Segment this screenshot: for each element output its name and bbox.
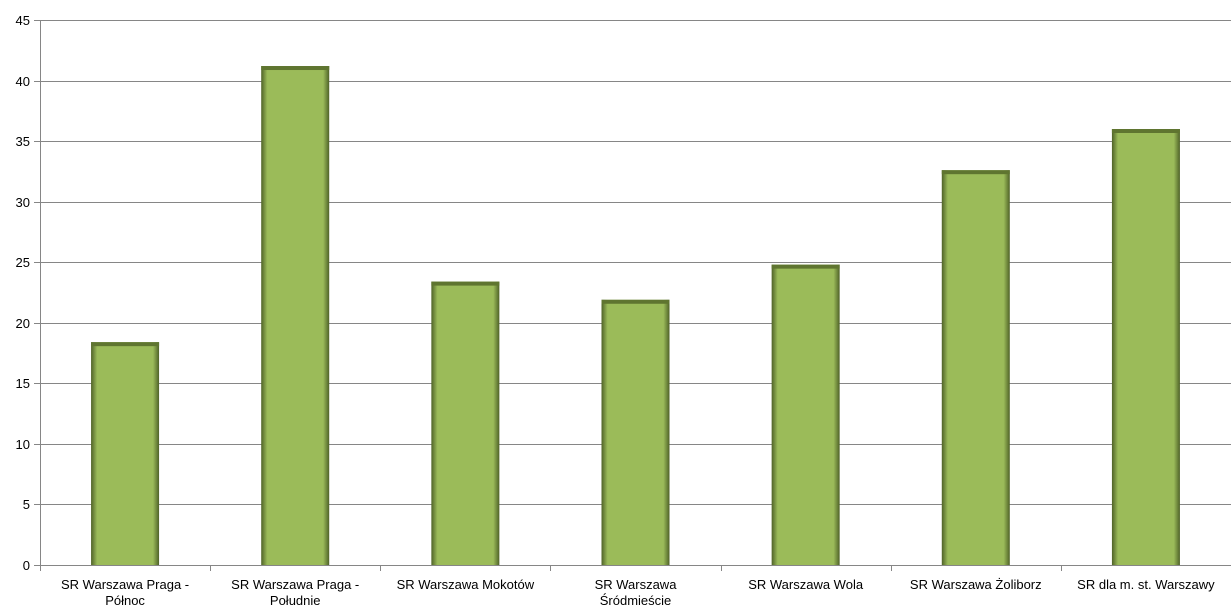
x-category-label: SR Warszawa Śródmieście [595, 577, 678, 608]
x-category-label-line: SR Warszawa Mokotów [397, 577, 535, 592]
bar-top-edge [941, 170, 1010, 175]
y-tick-label: 30 [16, 195, 30, 210]
bar-body [941, 170, 1010, 565]
bar [601, 299, 670, 565]
y-tick-label: 20 [16, 316, 30, 331]
bar-top-edge [601, 299, 670, 304]
x-category-label: SR Warszawa Żoliborz [910, 577, 1042, 592]
x-category-label: SR Warszawa Wola [748, 577, 864, 592]
x-category-label-line: SR dla m. st. Warszawy [1077, 577, 1215, 592]
bar-body [91, 342, 160, 565]
bar-body [431, 281, 500, 565]
bar [1111, 129, 1180, 565]
y-tick-label: 15 [16, 376, 30, 391]
bar [431, 281, 500, 565]
bars [91, 66, 1180, 566]
bar-top-edge [261, 66, 330, 71]
bar-top-edge [91, 342, 160, 347]
bar-body [1111, 129, 1180, 565]
x-category-label: SR dla m. st. Warszawy [1077, 577, 1215, 592]
x-category-label: SR Warszawa Praga -Północ [61, 577, 189, 608]
bar [261, 66, 330, 566]
y-tick-label: 40 [16, 74, 30, 89]
bar [771, 264, 840, 565]
x-category-label-line: SR Warszawa Wola [748, 577, 864, 592]
gridlines [40, 20, 1231, 505]
bar [91, 342, 160, 565]
x-category-label-line: SR Warszawa [595, 577, 678, 592]
x-category-label: SR Warszawa Praga -Południe [231, 577, 359, 608]
axes [34, 20, 1231, 571]
x-category-label-line: Południe [270, 593, 321, 608]
x-category-label-line: SR Warszawa Żoliborz [910, 577, 1042, 592]
y-tick-label: 35 [16, 134, 30, 149]
bar-top-edge [1111, 129, 1180, 133]
y-tick-label: 45 [16, 13, 30, 28]
x-category-label-line: Północ [105, 593, 145, 608]
x-category-label-line: Śródmieście [600, 593, 672, 608]
y-tick-label: 0 [23, 558, 30, 573]
bar [941, 170, 1010, 565]
x-category-label-line: SR Warszawa Praga - [231, 577, 359, 592]
bar-body [261, 66, 330, 566]
bar-top-edge [771, 264, 840, 269]
x-category-label-line: SR Warszawa Praga - [61, 577, 189, 592]
y-tick-label: 5 [23, 497, 30, 512]
bar-body [771, 264, 840, 565]
bar-top-edge [431, 281, 500, 286]
bar-body [601, 299, 670, 565]
y-tick-label: 25 [16, 255, 30, 270]
y-axis-tick-labels: 0 5 10 15 20 25 30 35 40 45 [16, 13, 30, 573]
x-category-label: SR Warszawa Mokotów [397, 577, 535, 592]
y-tick-label: 10 [16, 437, 30, 452]
